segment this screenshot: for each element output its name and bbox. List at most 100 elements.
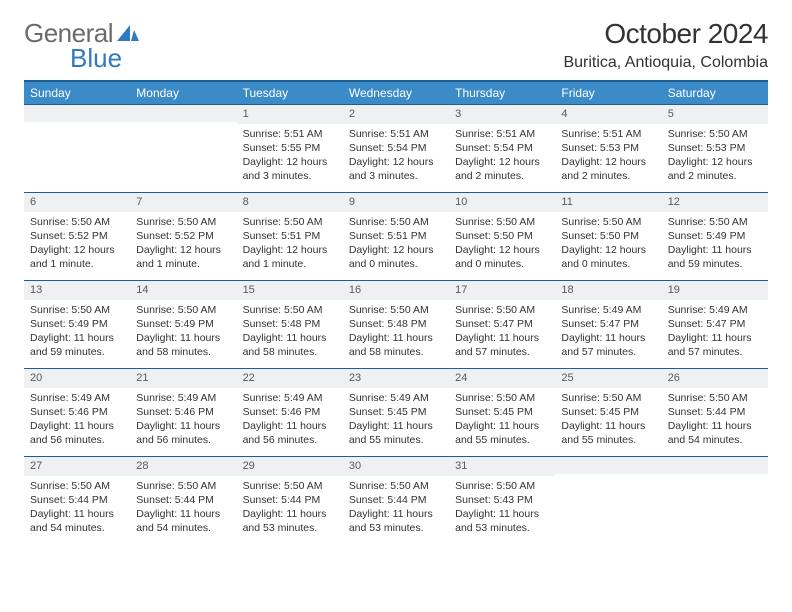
sunrise-text: Sunrise: 5:49 AM bbox=[349, 391, 443, 405]
day-number: 13 bbox=[24, 280, 130, 300]
day-number: 14 bbox=[130, 280, 236, 300]
calendar-cell: 1Sunrise: 5:51 AMSunset: 5:55 PMDaylight… bbox=[237, 104, 343, 192]
day-number: 23 bbox=[343, 368, 449, 388]
sunset-text: Sunset: 5:47 PM bbox=[455, 317, 549, 331]
calendar-cell: 15Sunrise: 5:50 AMSunset: 5:48 PMDayligh… bbox=[237, 280, 343, 368]
day-number: 6 bbox=[24, 192, 130, 212]
weekday-header: Saturday bbox=[662, 81, 768, 104]
sunrise-text: Sunrise: 5:50 AM bbox=[243, 479, 337, 493]
sunset-text: Sunset: 5:49 PM bbox=[136, 317, 230, 331]
weekday-header: Tuesday bbox=[237, 81, 343, 104]
sunset-text: Sunset: 5:50 PM bbox=[561, 229, 655, 243]
sunrise-text: Sunrise: 5:50 AM bbox=[30, 215, 124, 229]
sunrise-text: Sunrise: 5:50 AM bbox=[455, 215, 549, 229]
sunset-text: Sunset: 5:44 PM bbox=[136, 493, 230, 507]
day-number: 2 bbox=[343, 104, 449, 124]
calendar-cell: 25Sunrise: 5:50 AMSunset: 5:45 PMDayligh… bbox=[555, 368, 661, 456]
calendar-cell: 9 Sunrise: 5:50 AMSunset: 5:51 PMDaylight… bbox=[343, 192, 449, 280]
calendar-cell bbox=[662, 456, 768, 544]
calendar-cell: 20Sunrise: 5:49 AMSunset: 5:46 PMDayligh… bbox=[24, 368, 130, 456]
weekday-header: Friday bbox=[555, 81, 661, 104]
sunset-text: Sunset: 5:46 PM bbox=[243, 405, 337, 419]
day-number: 3 bbox=[449, 104, 555, 124]
calendar-cell: 8Sunrise: 5:50 AMSunset: 5:51 PMDaylight… bbox=[237, 192, 343, 280]
daylight-text: Daylight: 11 hours and 54 minutes. bbox=[668, 419, 762, 447]
daylight-text: Daylight: 11 hours and 54 minutes. bbox=[136, 507, 230, 535]
weekday-header: Thursday bbox=[449, 81, 555, 104]
day-details: Sunrise: 5:50 AMSunset: 5:49 PMDaylight:… bbox=[662, 212, 768, 276]
calendar-cell: 6Sunrise: 5:50 AMSunset: 5:52 PMDaylight… bbox=[24, 192, 130, 280]
sunrise-text: Sunrise: 5:50 AM bbox=[30, 303, 124, 317]
sunset-text: Sunset: 5:44 PM bbox=[30, 493, 124, 507]
sunset-text: Sunset: 5:51 PM bbox=[349, 229, 443, 243]
day-number: 24 bbox=[449, 368, 555, 388]
daylight-text: Daylight: 12 hours and 1 minute. bbox=[136, 243, 230, 271]
daylight-text: Daylight: 11 hours and 56 minutes. bbox=[136, 419, 230, 447]
sunrise-text: Sunrise: 5:49 AM bbox=[243, 391, 337, 405]
day-number: 28 bbox=[130, 456, 236, 476]
empty-daynum bbox=[662, 456, 768, 474]
empty-daynum bbox=[555, 456, 661, 474]
sunset-text: Sunset: 5:48 PM bbox=[349, 317, 443, 331]
day-details: Sunrise: 5:50 AMSunset: 5:51 PMDaylight:… bbox=[237, 212, 343, 276]
day-number: 17 bbox=[449, 280, 555, 300]
day-details: Sunrise: 5:50 AMSunset: 5:52 PMDaylight:… bbox=[130, 212, 236, 276]
sunrise-text: Sunrise: 5:50 AM bbox=[136, 479, 230, 493]
empty-daynum bbox=[130, 104, 236, 122]
day-number: 10 bbox=[449, 192, 555, 212]
sunset-text: Sunset: 5:54 PM bbox=[455, 141, 549, 155]
sunrise-text: Sunrise: 5:50 AM bbox=[349, 215, 443, 229]
sunrise-text: Sunrise: 5:50 AM bbox=[455, 391, 549, 405]
day-number: 5 bbox=[662, 104, 768, 124]
calendar-cell: 24Sunrise: 5:50 AMSunset: 5:45 PMDayligh… bbox=[449, 368, 555, 456]
sunrise-text: Sunrise: 5:50 AM bbox=[136, 215, 230, 229]
day-details: Sunrise: 5:50 AMSunset: 5:53 PMDaylight:… bbox=[662, 124, 768, 188]
calendar-week-row: 27Sunrise: 5:50 AMSunset: 5:44 PMDayligh… bbox=[24, 456, 768, 544]
day-number: 11 bbox=[555, 192, 661, 212]
daylight-text: Daylight: 11 hours and 57 minutes. bbox=[561, 331, 655, 359]
day-number: 12 bbox=[662, 192, 768, 212]
month-title: October 2024 bbox=[563, 18, 768, 50]
day-details: Sunrise: 5:50 AMSunset: 5:52 PMDaylight:… bbox=[24, 212, 130, 276]
calendar-cell: 13Sunrise: 5:50 AMSunset: 5:49 PMDayligh… bbox=[24, 280, 130, 368]
day-details: Sunrise: 5:50 AMSunset: 5:45 PMDaylight:… bbox=[449, 388, 555, 452]
day-number: 25 bbox=[555, 368, 661, 388]
daylight-text: Daylight: 12 hours and 3 minutes. bbox=[349, 155, 443, 183]
sunrise-text: Sunrise: 5:50 AM bbox=[349, 479, 443, 493]
sunset-text: Sunset: 5:55 PM bbox=[243, 141, 337, 155]
day-number: 18 bbox=[555, 280, 661, 300]
calendar-cell bbox=[130, 104, 236, 192]
calendar-cell: 30Sunrise: 5:50 AMSunset: 5:44 PMDayligh… bbox=[343, 456, 449, 544]
day-details: Sunrise: 5:50 AMSunset: 5:45 PMDaylight:… bbox=[555, 388, 661, 452]
sunset-text: Sunset: 5:52 PM bbox=[30, 229, 124, 243]
calendar-cell: 31Sunrise: 5:50 AMSunset: 5:43 PMDayligh… bbox=[449, 456, 555, 544]
location-text: Buritica, Antioquia, Colombia bbox=[563, 54, 768, 72]
calendar-week-row: 20Sunrise: 5:49 AMSunset: 5:46 PMDayligh… bbox=[24, 368, 768, 456]
day-details: Sunrise: 5:51 AMSunset: 5:55 PMDaylight:… bbox=[237, 124, 343, 188]
sunset-text: Sunset: 5:45 PM bbox=[561, 405, 655, 419]
day-details: Sunrise: 5:50 AMSunset: 5:44 PMDaylight:… bbox=[237, 476, 343, 540]
calendar-week-row: 13Sunrise: 5:50 AMSunset: 5:49 PMDayligh… bbox=[24, 280, 768, 368]
sunrise-text: Sunrise: 5:49 AM bbox=[561, 303, 655, 317]
sunset-text: Sunset: 5:43 PM bbox=[455, 493, 549, 507]
sunset-text: Sunset: 5:53 PM bbox=[668, 141, 762, 155]
daylight-text: Daylight: 12 hours and 2 minutes. bbox=[455, 155, 549, 183]
day-number: 30 bbox=[343, 456, 449, 476]
daylight-text: Daylight: 11 hours and 59 minutes. bbox=[30, 331, 124, 359]
sunrise-text: Sunrise: 5:51 AM bbox=[561, 127, 655, 141]
day-details: Sunrise: 5:50 AMSunset: 5:43 PMDaylight:… bbox=[449, 476, 555, 540]
sunrise-text: Sunrise: 5:50 AM bbox=[668, 127, 762, 141]
sunset-text: Sunset: 5:44 PM bbox=[349, 493, 443, 507]
daylight-text: Daylight: 12 hours and 0 minutes. bbox=[349, 243, 443, 271]
day-details: Sunrise: 5:49 AMSunset: 5:45 PMDaylight:… bbox=[343, 388, 449, 452]
sunrise-text: Sunrise: 5:49 AM bbox=[668, 303, 762, 317]
day-details: Sunrise: 5:49 AMSunset: 5:47 PMDaylight:… bbox=[555, 300, 661, 364]
day-number: 8 bbox=[237, 192, 343, 212]
daylight-text: Daylight: 11 hours and 58 minutes. bbox=[136, 331, 230, 359]
day-number: 9 bbox=[343, 192, 449, 212]
sunset-text: Sunset: 5:53 PM bbox=[561, 141, 655, 155]
daylight-text: Daylight: 12 hours and 2 minutes. bbox=[668, 155, 762, 183]
calendar-cell: 18Sunrise: 5:49 AMSunset: 5:47 PMDayligh… bbox=[555, 280, 661, 368]
daylight-text: Daylight: 11 hours and 55 minutes. bbox=[561, 419, 655, 447]
sunset-text: Sunset: 5:46 PM bbox=[30, 405, 124, 419]
